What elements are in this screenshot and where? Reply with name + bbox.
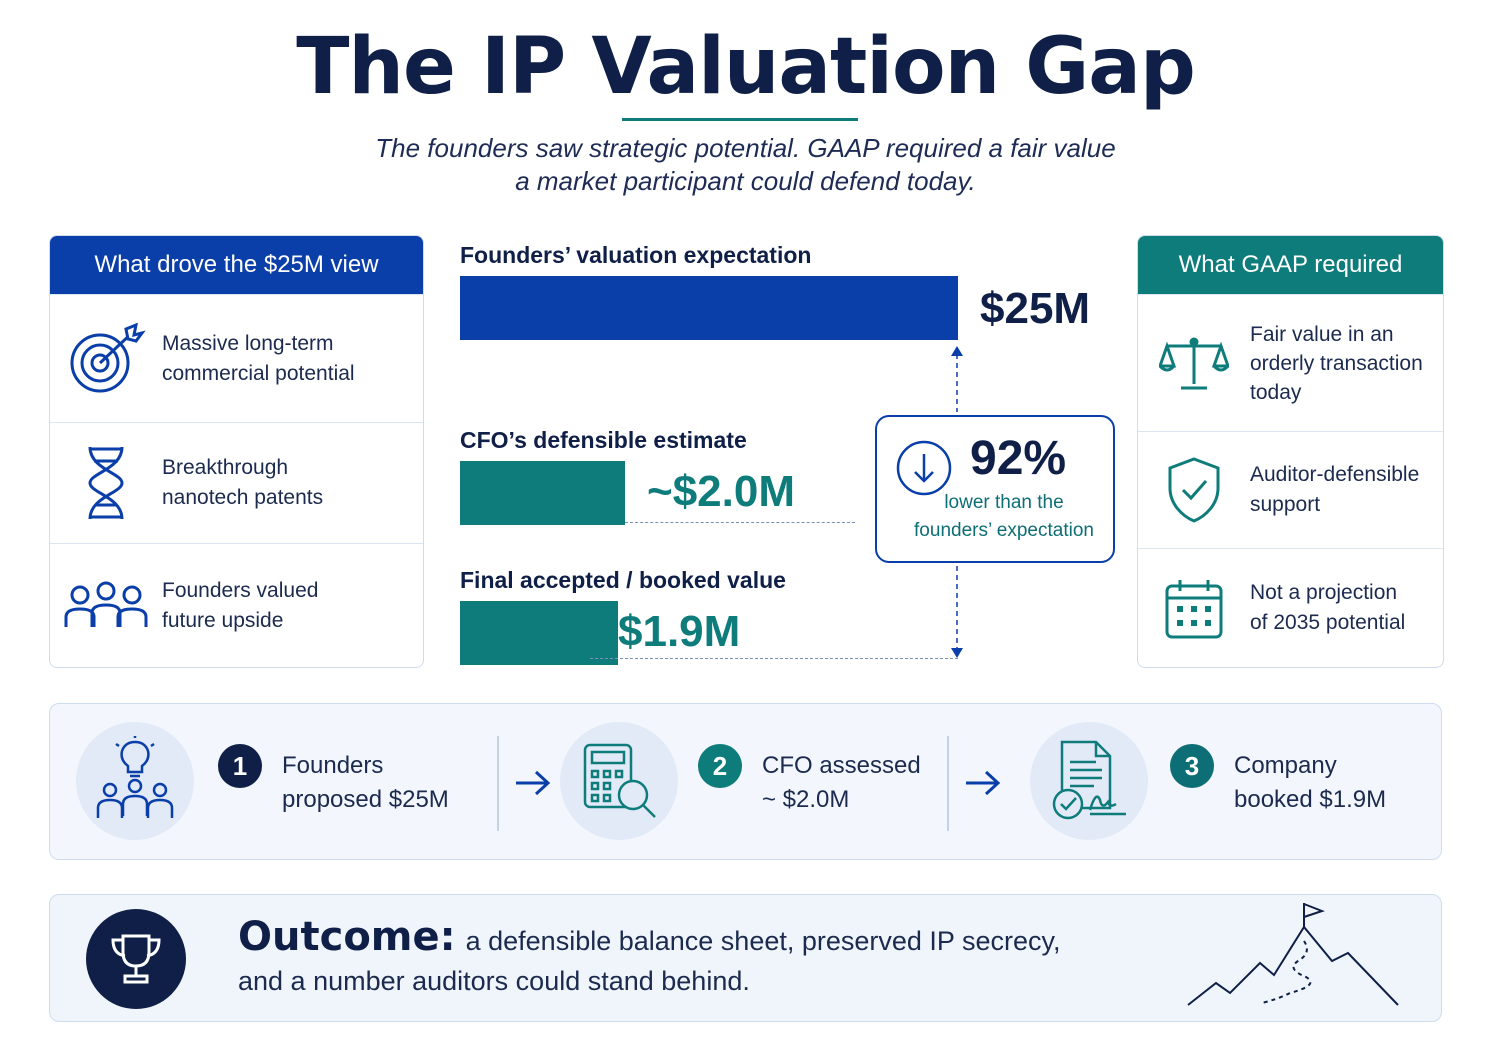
gaap-item-line: Auditor-defensible (1250, 463, 1420, 486)
bar-value-final: $1.9M (618, 607, 741, 656)
scales-icon (1138, 334, 1250, 392)
gaap-item-line: today (1250, 380, 1302, 404)
driver-item-line: nanotech patents (162, 486, 324, 509)
calendar-icon (1138, 576, 1250, 640)
page-subtitle: The founders saw strategic potential. GA… (0, 132, 1491, 198)
mountain-flag-icon (1187, 903, 1399, 1006)
step-divider (947, 736, 949, 831)
gaap-item-line: Fair value in an (1250, 322, 1394, 346)
step-2-line: ~ $2.0M (762, 786, 850, 813)
step-1-circle (76, 722, 194, 840)
shield-check-icon (1138, 456, 1250, 524)
bar-value-cfo: ~$2.0M (647, 467, 795, 516)
bar-founders (460, 276, 958, 340)
title-underline (622, 118, 858, 121)
bar-label-final: Final accepted / booked value (460, 567, 786, 593)
driver-item-line: Founders valued (162, 578, 319, 602)
driver-item-line: Breakthrough (162, 456, 289, 479)
gap-percentage: 92% (970, 432, 1067, 485)
gaap-item-line: Not a projection (1250, 581, 1398, 604)
driver-item: Massive long-term commercial potential (50, 294, 423, 422)
dna-icon (50, 443, 162, 523)
step-3-line: Company (1234, 752, 1337, 779)
driver-item: Breakthrough nanotech patents (50, 422, 423, 543)
down-arrow-icon (896, 440, 952, 496)
gaap-item-line: of 2035 potential (1250, 611, 1406, 634)
gap-text-line: founders’ expectation (914, 520, 1094, 541)
outcome-line-2: and a number auditors could stand behind… (238, 966, 750, 996)
subtitle-line-1: The founders saw strategic potential. GA… (375, 133, 1116, 163)
step-2-circle (560, 722, 678, 840)
arrow-right-icon (966, 770, 1001, 796)
driver-item-line: Massive long-term (162, 331, 334, 355)
signed-document-icon (1052, 740, 1126, 820)
bar-final (460, 601, 618, 665)
trophy-icon (86, 909, 186, 1009)
gap-arrow (951, 346, 963, 658)
step-3-line: booked $1.9M (1234, 786, 1387, 813)
gaap-item-line: support (1250, 493, 1321, 516)
driver-item: Founders valued future upside (50, 543, 423, 667)
gaap-panel-title: What GAAP required (1138, 236, 1443, 294)
step-1-line: proposed $25M (282, 786, 449, 813)
calculator-search-icon (583, 743, 656, 818)
target-icon (50, 322, 162, 395)
gaap-item: Fair value in an orderly transaction tod… (1138, 294, 1443, 431)
gaap-item: Not a projection of 2035 potential (1138, 548, 1443, 667)
final-guide-line (590, 658, 958, 659)
bar-label-cfo: CFO’s defensible estimate (460, 427, 747, 453)
arrow-right-icon (516, 770, 551, 796)
step-3-number: 3 (1170, 744, 1214, 788)
step-3-circle (1030, 722, 1148, 840)
bar-value-founders: $25M (980, 284, 1091, 333)
outcome-banner: Outcome: a defensible balance sheet, pres… (49, 894, 1442, 1022)
outcome-label: Outcome: (238, 914, 456, 960)
people-icon (50, 581, 162, 631)
process-strip: 1 Founders proposed $25M 2 CFO assessed … (49, 703, 1442, 860)
idea-team-icon (96, 736, 174, 818)
gaap-item: Auditor-defensible support (1138, 431, 1443, 548)
step-2-number: 2 (698, 744, 742, 788)
step-2-line: CFO assessed (762, 752, 921, 779)
step-1-line: Founders (282, 752, 384, 779)
subtitle-line-2: a market participant could defend today. (515, 166, 976, 196)
gap-callout: 92% lower than the founders’ expectation (875, 415, 1115, 563)
cfo-guide-line (625, 522, 855, 523)
step-1-number: 1 (218, 744, 262, 788)
bar-cfo (460, 461, 625, 525)
gap-text-line: lower than the (944, 492, 1064, 513)
drivers-panel: What drove the $25M view Massive long-te… (49, 235, 424, 668)
gaap-item-line: orderly transaction (1250, 351, 1423, 375)
drivers-panel-title: What drove the $25M view (50, 236, 423, 294)
bar-label-founders: Founders’ valuation expectation (460, 242, 812, 268)
gaap-panel: What GAAP required Fair value in an orde… (1137, 235, 1444, 668)
step-divider (497, 736, 499, 831)
page-title: The IP Valuation Gap (296, 22, 1196, 112)
driver-item-line: future upside (162, 608, 284, 632)
outcome-line-1: a defensible balance sheet, preserved IP… (465, 926, 1061, 956)
driver-item-line: commercial potential (162, 361, 355, 385)
